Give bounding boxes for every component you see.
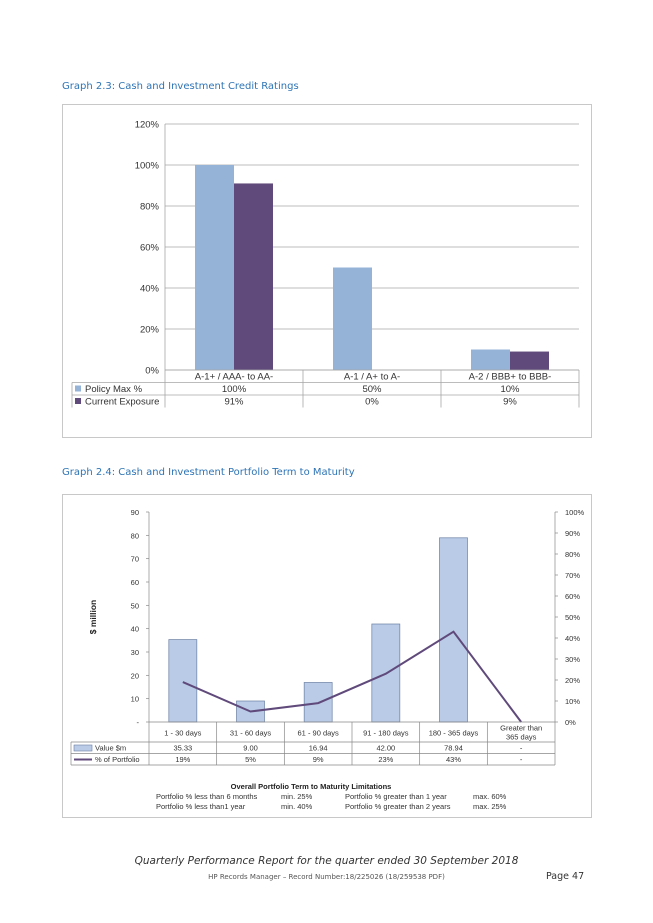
legend-key [73, 744, 93, 752]
page-number: Page 47 [546, 871, 585, 882]
limits-cell: Portfolio % less than1 year [156, 802, 246, 811]
y-tick-label: 60 [131, 578, 139, 587]
bar-policy-max [471, 349, 510, 370]
data-label: 5% [245, 755, 256, 764]
legend-label: Current Exposure [85, 397, 159, 408]
y-tick-label: 50 [131, 601, 139, 610]
data-label: 50% [362, 384, 382, 395]
data-label: 23% [378, 755, 393, 764]
y-tick-label: 40 [131, 625, 139, 634]
record-number: HP Records Manager – Record Number:18/22… [208, 873, 445, 881]
bar-policy-max [195, 165, 234, 370]
limits-cell: Portfolio % less than 6 months [156, 792, 258, 801]
limits-cell: min. 25% [281, 792, 313, 801]
data-label: - [520, 744, 523, 753]
y-tick-label: 20 [131, 671, 139, 680]
y-tick-label: 90 [131, 508, 139, 517]
data-label: 9% [503, 397, 517, 408]
y-tick-label: 70 [131, 555, 139, 564]
term-to-maturity-chart-frame: 90 80 70 60 50 40 30 20 10 - 100% 90% 80% 70% 60% 50% 40… [62, 494, 592, 818]
bar-value-m [168, 639, 198, 723]
y-tick-label: 120% [135, 120, 160, 131]
limits-cell: min. 40% [281, 802, 313, 811]
data-label: 16.94 [309, 744, 328, 753]
y2-tick-label: 50% [565, 613, 580, 622]
limits-cell: Portfolio % greater than 1 year [345, 792, 447, 801]
legend-key [75, 398, 81, 404]
y2-tick-label: 10% [565, 697, 580, 706]
x-category-label: Greater than [500, 724, 542, 733]
y2-tick-label: 100% [565, 508, 585, 517]
graph-2-3-heading: Graph 2.3: Cash and Investment Credit Ra… [62, 81, 299, 92]
data-label: 42.00 [376, 744, 395, 753]
y2-tick-label: 80% [565, 550, 580, 559]
data-label: 9.00 [243, 744, 258, 753]
x-category-label: 91 - 180 days [363, 729, 409, 738]
y2-tick-label: 60% [565, 592, 580, 601]
x-category-label: A-1+ / AAA- to AA- [195, 372, 273, 383]
bar-current-exposure [234, 183, 273, 370]
y-tick-label: 0% [145, 366, 159, 377]
y-tick-label: - [137, 718, 140, 727]
limits-cell: max. 60% [473, 792, 507, 801]
graph-2-4-heading: Graph 2.4: Cash and Investment Portfolio… [62, 467, 355, 478]
limits-title: Overall Portfolio Term to Maturity Limit… [231, 782, 392, 791]
y-tick-label: 20% [140, 325, 160, 336]
limits-cell: max. 25% [473, 802, 507, 811]
y-tick-label: 30 [131, 648, 139, 657]
x-category-label: A-1 / A+ to A- [344, 372, 400, 383]
y-tick-label: 80 [131, 531, 139, 540]
y-tick-label: 100% [135, 161, 160, 172]
legend-label: Policy Max % [85, 384, 143, 395]
y2-tick-label: 30% [565, 655, 580, 664]
report-footer-title: Quarterly Performance Report for the qua… [134, 855, 519, 867]
data-label: 19% [175, 755, 190, 764]
data-label: 9% [313, 755, 324, 764]
x-category-label: 61 - 90 days [298, 729, 340, 738]
credit-ratings-chart: 120% 100% 80% 60% 40% 20% 0% A-1+ / AAA- to AA-… [71, 120, 580, 408]
x-category-label: 31 - 60 days [230, 729, 272, 738]
y-tick-label: 40% [140, 284, 160, 295]
legend-key [75, 385, 81, 392]
legend-label: % of Portfolio [95, 755, 140, 764]
legend-label: Value $m [95, 744, 126, 753]
y2-tick-label: 70% [565, 571, 580, 580]
term-to-maturity-chart: 90 80 70 60 50 40 30 20 10 - 100% 90% 80% 70% 60% 50% 40… [70, 508, 585, 811]
data-label: - [520, 755, 523, 764]
bar-policy-max [333, 267, 372, 370]
data-label: 10% [500, 384, 520, 395]
x-category-label: 365 days [506, 733, 537, 742]
limits-cell: Portfolio % greater than 2 years [345, 802, 451, 811]
y-tick-label: 10 [131, 695, 139, 704]
line-percent-of-portfolio [182, 630, 522, 723]
data-label: 100% [222, 384, 247, 395]
y2-tick-label: 20% [565, 676, 580, 685]
y2-tick-label: 40% [565, 634, 580, 643]
x-category-label: A-2 / BBB+ to BBB- [469, 372, 552, 383]
y-axis-title: $ million [88, 600, 98, 634]
data-label: 78.94 [444, 744, 463, 753]
bar-value-m [439, 537, 468, 723]
data-label: 91% [224, 397, 244, 408]
data-label: 43% [446, 755, 461, 764]
y-tick-label: 80% [140, 202, 160, 213]
y-tick-label: 60% [140, 243, 160, 254]
y2-tick-label: 0% [565, 718, 576, 727]
data-label: 0% [365, 397, 379, 408]
y2-tick-label: 90% [565, 529, 580, 538]
bar-current-exposure [510, 351, 549, 370]
data-label: 35.33 [173, 744, 192, 753]
x-category-label: 180 - 365 days [429, 729, 479, 738]
credit-ratings-chart-frame: 120% 100% 80% 60% 40% 20% 0% A-1+ / AAA- to AA-… [62, 104, 592, 438]
x-category-label: 1 - 30 days [164, 729, 201, 738]
